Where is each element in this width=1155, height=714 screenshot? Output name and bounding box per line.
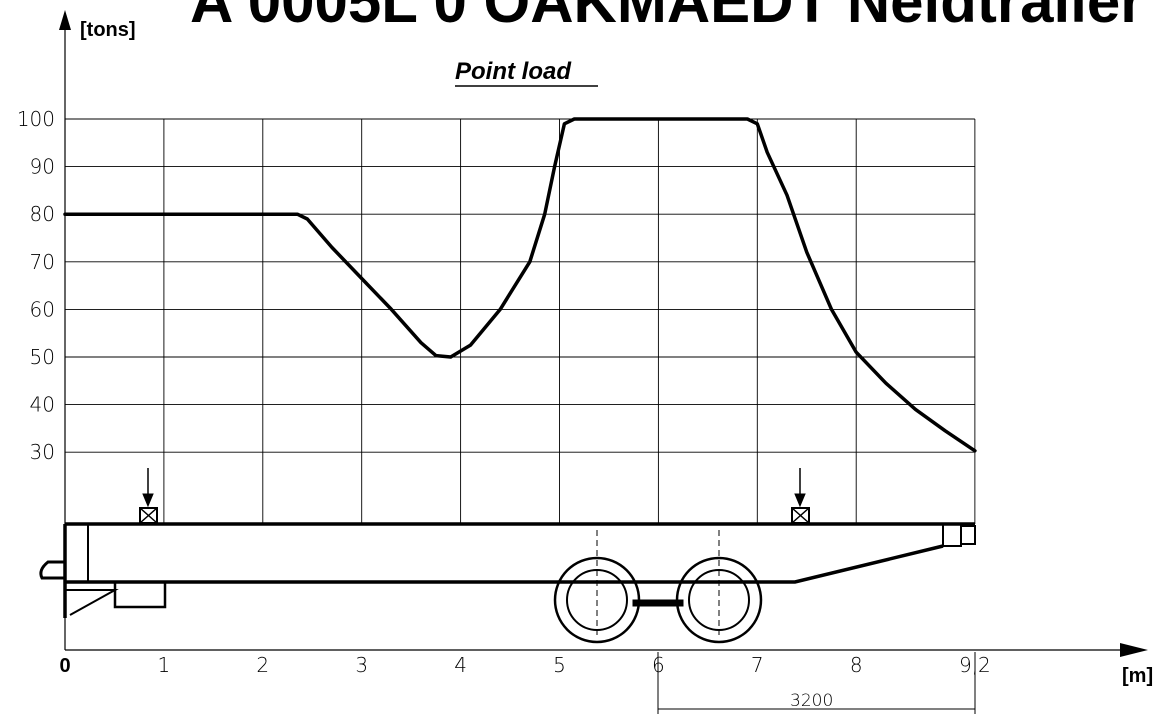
trailer-hitch [39,560,65,580]
support-point-left [139,468,158,524]
trailer-rear-light [960,525,976,545]
y-tick-label: 70 [30,250,55,274]
axle-bracket [632,599,684,607]
y-tick-label: 30 [30,440,55,464]
grid [65,118,976,524]
y-tick-labels: 30 40 50 60 70 80 90 100 [17,107,55,464]
dimension-label: 3200 [790,691,833,711]
x-tick-label: 3 [355,653,368,677]
y-tick-label: 60 [30,297,55,321]
support-point-right [791,468,810,524]
x-tick-label: 0 [59,655,70,677]
x-tick-label: 1 [158,653,171,677]
x-axis-label: [m] [1122,665,1153,687]
y-tick-label: 40 [30,393,55,417]
trailer-drawing [39,522,976,644]
x-tick-label: 5 [553,653,566,677]
x-tick-label: 8 [850,653,863,677]
x-tick-label: 4 [454,653,467,677]
x-axis-arrow-icon [1120,643,1148,657]
x-tick-label: 7 [751,653,764,677]
x-tick-label: 2 [256,653,269,677]
trailer-deck-bottom [65,544,944,584]
y-tick-label: 80 [30,202,55,226]
chart-title: Point load [455,58,572,85]
trailer-rear-ramp [942,523,962,547]
x-tick-labels: 0 1 2 3 4 5 6 7 8 9,2 [59,653,990,677]
y-tick-label: 50 [30,345,55,369]
series-line [63,117,977,453]
y-axis-arrow-icon [59,10,71,30]
y-tick-label: 100 [17,107,55,131]
y-axis-label: [tons] [80,19,136,41]
y-tick-label: 90 [30,155,55,179]
header-title: A 0005L 0 OAKMAEDT Neidtrailer 30 [190,0,1155,35]
trailer-front-bracket [113,582,167,609]
dimension-3200 [657,652,976,714]
trailer-front-support [65,589,119,616]
